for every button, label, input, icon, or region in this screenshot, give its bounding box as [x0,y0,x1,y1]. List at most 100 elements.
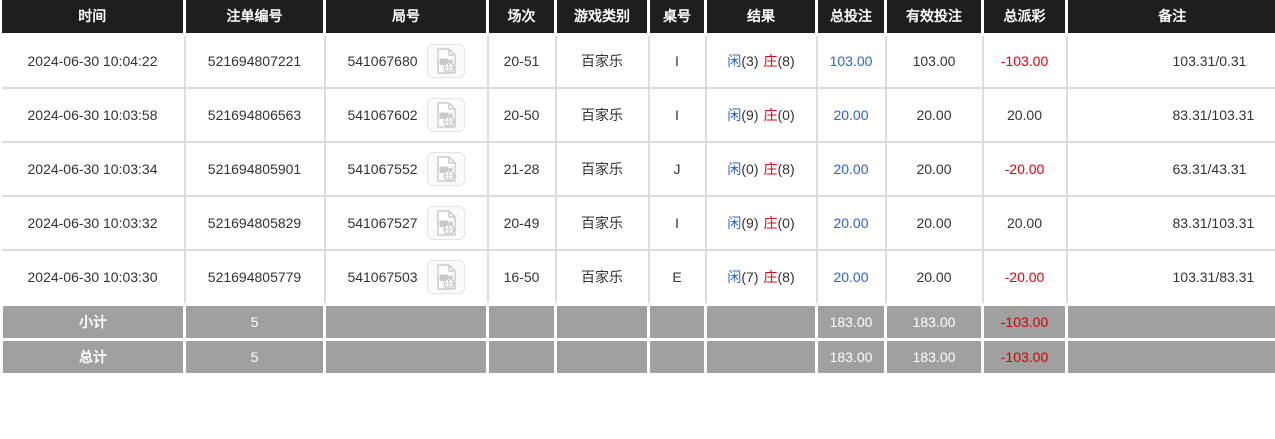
col-header-total-payout: 总派彩 [982,0,1068,36]
col-header-bet-id: 注单编号 [184,0,326,36]
bet-record-row: 2024-06-30 10:03:32 521694805829 5410675… [1,195,1275,251]
cell-session: 20-49 [486,195,557,251]
cell-empty [704,302,818,341]
cell-remark: 103.31/83.31 [1065,249,1275,305]
cell-table-no: I [647,195,707,251]
cell-total-payout: 20.00 [981,195,1068,251]
round-id-text: 541067552 [347,161,418,177]
cell-game-type: 百家乐 [554,249,650,305]
cell-empty [647,302,707,341]
cell-empty [323,302,489,341]
video-replay-button[interactable] [426,259,465,294]
subtotal-valid-bet: 183.00 [884,302,984,341]
cell-total-payout: 20.00 [981,87,1068,143]
cell-remark: 83.31/103.31 [1065,195,1275,251]
video-icon [436,48,456,74]
video-replay-button[interactable] [426,206,465,240]
grand-total-valid-bet: 183.00 [884,337,984,376]
video-icon [436,156,456,182]
result-player-score: (3) [741,53,759,70]
video-icon [436,102,456,128]
cell-table-no: J [647,141,707,197]
cell-empty [1065,337,1275,376]
table-footer: 小计 5 183.00 183.00 -103.00 总计 5 183.00 1… [0,302,1275,376]
cell-time: 2024-06-30 10:03:32 [1,195,186,251]
cell-valid-bet: 20.00 [884,87,984,143]
cell-valid-bet: 20.00 [884,195,984,251]
result-banker-label: 庄 [763,161,778,177]
col-header-valid-bet: 有效投注 [885,0,984,36]
cell-empty [554,337,650,376]
cell-empty [1065,302,1275,341]
cell-time: 2024-06-30 10:03:58 [1,87,186,143]
cell-valid-bet: 20.00 [884,249,984,305]
round-id-text: 541067503 [347,268,418,285]
cell-game-type: 百家乐 [554,33,650,89]
result-banker-score: (8) [777,268,795,285]
cell-total-bet: 20.00 [815,195,887,251]
cell-remark: 83.31/103.31 [1065,87,1275,143]
bet-record-row: 2024-06-30 10:03:58 521694806563 5410676… [1,87,1275,143]
cell-round-id: 541067680 [323,33,489,89]
cell-session: 21-28 [486,141,557,197]
result-player-score: (0) [741,161,759,177]
table-body: 2024-06-30 10:04:22 521694807221 5410676… [1,33,1275,305]
col-header-time: 时间 [1,0,186,36]
bet-record-row: 2024-06-30 10:03:34 521694805901 5410675… [1,141,1275,197]
bet-record-row: 2024-06-30 10:03:30 521694805779 5410675… [1,249,1275,305]
cell-bet-id: 521694806563 [183,87,326,143]
cell-session: 20-50 [486,87,557,143]
col-header-round-id: 局号 [324,0,489,36]
cell-empty [323,337,489,376]
result-player-label: 闲 [727,107,742,123]
cell-valid-bet: 103.00 [884,33,984,89]
result-banker-score: (8) [777,53,795,70]
col-header-remark: 备注 [1066,0,1275,36]
subtotal-total-bet: 183.00 [815,302,887,341]
grand-total-row: 总计 5 183.00 183.00 -103.00 [0,337,1275,376]
cell-total-bet: 20.00 [815,249,887,305]
cell-empty [647,337,707,376]
result-banker-label: 庄 [763,107,778,123]
col-header-total-bet: 总投注 [816,0,887,36]
cell-remark: 63.31/43.31 [1065,141,1275,197]
cell-table-no: I [647,33,707,89]
result-banker-score: (0) [777,215,795,231]
result-player-label: 闲 [727,215,742,231]
cell-round-id: 541067552 [323,141,489,197]
cell-remark: 103.31/0.31 [1065,33,1275,89]
cell-session: 20-51 [486,33,557,89]
cell-round-id: 541067503 [323,249,489,305]
result-banker-score: (8) [777,161,795,177]
cell-result: 闲(0) 庄(8) [704,141,818,197]
video-replay-button[interactable] [426,152,465,186]
grand-total-count: 5 [183,337,326,376]
subtotal-row: 小计 5 183.00 183.00 -103.00 [0,302,1275,341]
video-replay-button[interactable] [426,44,465,79]
cell-total-bet: 20.00 [815,141,887,197]
result-player-score: (7) [741,268,759,285]
cell-total-bet: 103.00 [815,33,887,89]
result-banker-label: 庄 [763,268,778,285]
result-player-label: 闲 [727,161,742,177]
result-banker-score: (0) [777,107,795,123]
cell-result: 闲(7) 庄(8) [704,249,818,305]
cell-bet-id: 521694805901 [183,141,326,197]
cell-round-id: 541067602 [323,87,489,143]
col-header-game-type: 游戏类别 [555,0,650,36]
cell-time: 2024-06-30 10:03:34 [1,141,186,197]
round-id-text: 541067680 [347,53,418,70]
video-replay-button[interactable] [426,98,465,132]
cell-session: 16-50 [486,249,557,305]
result-player-label: 闲 [727,53,742,70]
cell-table-no: E [647,249,707,305]
video-icon [436,210,456,236]
cell-total-payout: -20.00 [981,249,1068,305]
grand-total-label: 总计 [0,337,186,376]
cell-bet-id: 521694805829 [183,195,326,251]
cell-empty [486,302,557,341]
result-player-score: (9) [741,215,759,231]
cell-result: 闲(9) 庄(0) [704,87,818,143]
cell-table-no: I [647,87,707,143]
